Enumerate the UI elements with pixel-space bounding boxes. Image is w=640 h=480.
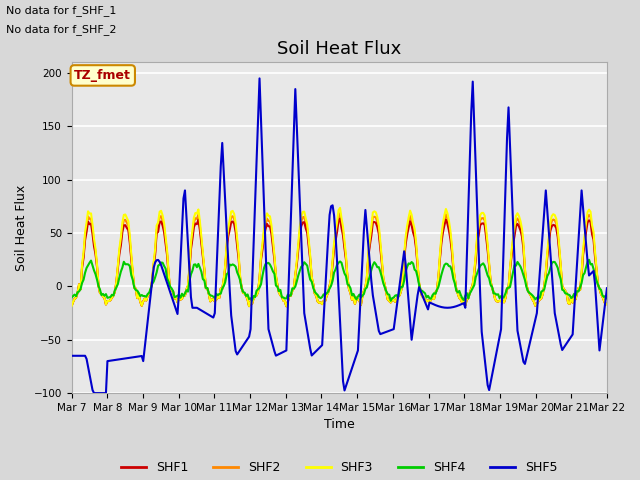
Y-axis label: Soil Heat Flux: Soil Heat Flux bbox=[15, 185, 28, 271]
Text: TZ_fmet: TZ_fmet bbox=[74, 69, 131, 82]
Title: Soil Heat Flux: Soil Heat Flux bbox=[277, 40, 401, 58]
Text: No data for f_SHF_2: No data for f_SHF_2 bbox=[6, 24, 117, 35]
Legend: SHF1, SHF2, SHF3, SHF4, SHF5: SHF1, SHF2, SHF3, SHF4, SHF5 bbox=[116, 456, 563, 480]
Text: No data for f_SHF_1: No data for f_SHF_1 bbox=[6, 5, 116, 16]
X-axis label: Time: Time bbox=[324, 419, 355, 432]
